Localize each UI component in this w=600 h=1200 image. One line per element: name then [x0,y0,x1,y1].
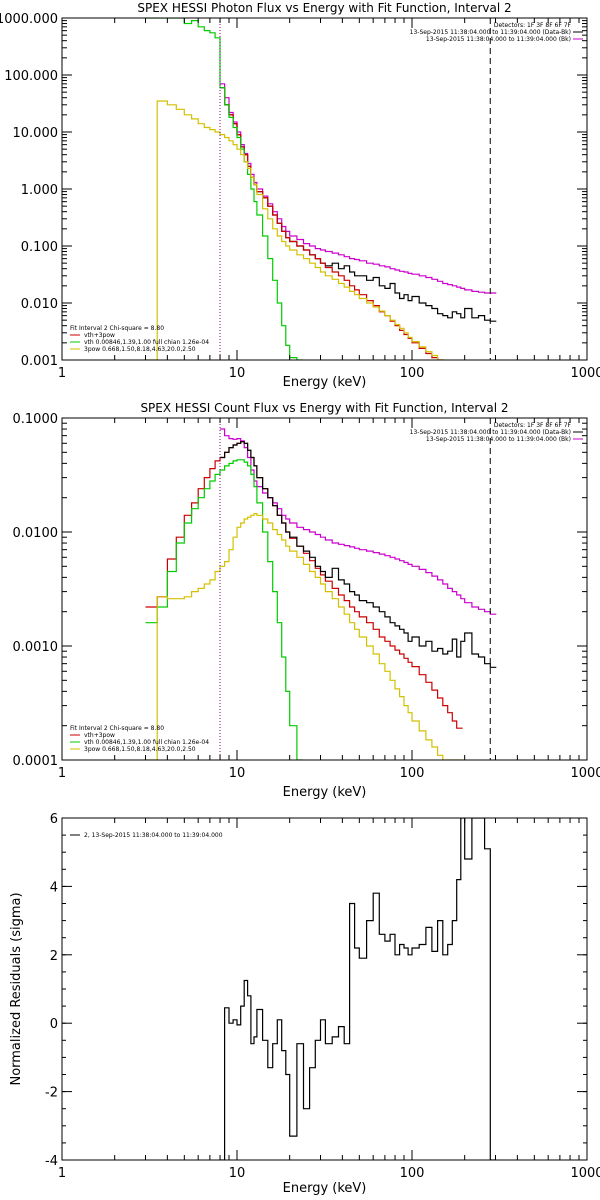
info-text: 13-Sep-2015 11:38:04.000 to 11:39:04.000… [410,429,571,436]
info-text: Detectors: 1F 3F 8F 6F 7F [494,22,572,29]
series-line-1 [145,441,463,729]
series-group [145,18,497,360]
y-tick-label: -2 [45,1086,58,1101]
y-tick-label: 6 [50,812,58,827]
series-line-3 [220,441,497,668]
x-tick-label: 1 [58,366,66,381]
chart-2: SPEX HESSI Count Flux vs Energy with Fit… [13,401,600,800]
info-text: 13-Sep-2015 11:38:04.000 to 11:39:04.000… [426,36,571,43]
y-tick-label: 0.0010 [13,640,59,655]
legend-text: 2, 13-Sep-2015 11:38:04.000 to 11:39:04.… [84,832,223,839]
x-tick-label: 1000 [570,1166,600,1181]
y-tick-label: 1.000 [21,183,58,198]
series-line-2 [220,428,497,615]
y-tick-label: 0.1000 [13,412,59,427]
chart-title: SPEX HESSI Count Flux vs Energy with Fit… [140,401,508,415]
y-tick-label: 0.0001 [13,754,59,769]
y-tick-label: 0.0100 [13,526,59,541]
plot-frame [61,17,588,361]
y-tick-label: 2 [50,949,58,964]
info-text: 13-Sep-2015 11:38:04.000 to 11:39:04.000… [426,436,571,443]
x-tick-label: 1 [58,1166,66,1181]
y-tick-label: 0 [50,1017,58,1032]
x-tick-label: 1 [58,766,66,781]
series-group [220,818,497,1160]
x-tick-label: 100 [400,766,425,781]
x-axis-label: Energy (keV) [283,375,367,390]
x-axis-label: Energy (keV) [283,1181,367,1196]
y-tick-label: 1000.000 [0,12,58,27]
y-tick-label: 4 [50,880,58,895]
series-line-1 [220,818,497,1160]
x-tick-label: 1000 [570,366,600,381]
plot-frame [61,417,588,761]
x-tick-label: 100 [400,1166,425,1181]
chart-1: SPEX HESSI Photon Flux vs Energy with Fi… [0,1,600,390]
y-axis-label: Normalized Residuals (sigma) [9,892,24,1085]
legend-text: 3pow 0.668,1.50,8.18,4.63,20.0,2.50 [84,746,196,753]
info-text: 13-Sep-2015 11:38:04.000 to 11:39:04.000… [410,29,571,36]
series-line-4 [145,459,303,760]
x-tick-label: 1000 [570,766,600,781]
y-tick-label: 10.000 [13,126,59,141]
legend-text: vth+3pow [84,732,115,739]
legend-text: vth 0.00846,1.39,1.00 full chian 1.26e-0… [84,339,209,346]
legend-text: vth 0.00846,1.39,1.00 full chian 1.26e-0… [84,739,209,746]
info-text: Detectors: 1F 3F 8F 6F 7F [494,422,572,429]
series-line-5 [145,100,444,360]
plot-frame [61,817,588,1161]
y-tick-label: 0.100 [21,240,58,255]
legend-text: 3pow 0.668,1.50,8.18,4.63,20.0,2.50 [84,346,196,353]
series-line-4 [145,18,303,360]
chart-title: SPEX HESSI Photon Flux vs Energy with Fi… [137,1,511,15]
x-tick-label: 10 [229,766,246,781]
y-tick-label: 0.001 [21,354,58,369]
series-line-2 [220,83,497,294]
series-line-3 [220,87,444,360]
legend-text: Fit Interval 2 Chi-square = 8.80 [70,725,164,732]
y-tick-label: -4 [45,1154,58,1169]
x-axis-label: Energy (keV) [283,785,367,800]
series-group [145,428,497,760]
x-tick-label: 100 [400,366,425,381]
legend-text: Fit Interval 2 Chi-square = 8.80 [70,325,164,332]
y-tick-label: 100.000 [4,69,58,84]
legend-text: vth+3pow [84,332,115,339]
x-tick-label: 10 [229,1166,246,1181]
y-tick-label: 0.010 [21,297,58,312]
x-tick-label: 10 [229,366,246,381]
chart-3: 1 10 100 1000 Energy (keV) 6 4 2 0 -2 -4 Normalized… [9,812,600,1196]
